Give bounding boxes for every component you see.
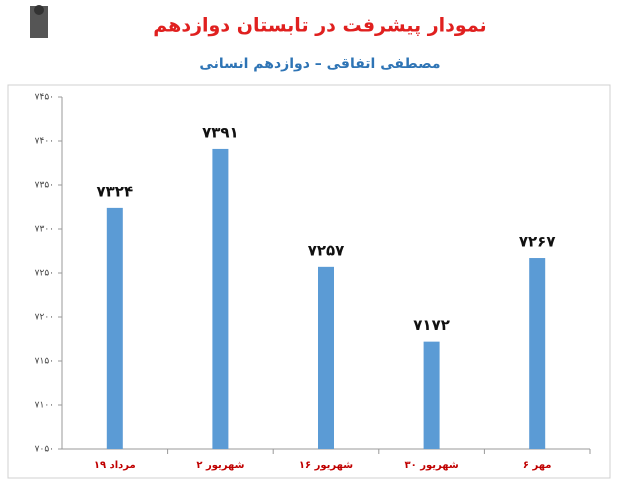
y-tick-label: ۷۲۵۰ xyxy=(35,269,54,279)
value-label: ۷۲۵۷ xyxy=(308,241,345,259)
bar xyxy=(318,266,334,449)
y-tick-label: ۷۴۵۰ xyxy=(35,93,54,103)
x-tick-label: ۲ شهریور xyxy=(196,460,244,471)
value-label: ۷۲۶۷ xyxy=(519,233,556,251)
y-tick-label: ۷۱۰۰ xyxy=(35,401,54,411)
value-label: ۷۱۷۲ xyxy=(413,316,450,334)
logo xyxy=(30,5,48,38)
y-tick-label: ۷۴۰۰ xyxy=(35,137,54,147)
x-tick-label: ۶ مهر xyxy=(523,460,552,471)
y-tick-label: ۷۳۰۰ xyxy=(35,225,54,235)
x-tick-label: ۱۹ مرداد xyxy=(94,460,136,471)
y-tick-label: ۷۳۵۰ xyxy=(35,181,54,191)
bar xyxy=(529,258,546,449)
chart-subtitle: مصطفی اتفاقی – دوازدهم انسانی xyxy=(199,56,440,72)
bar xyxy=(423,341,440,449)
y-tick-label: ۷۰۵۰ xyxy=(35,445,54,455)
y-tick-label: ۷۲۰۰ xyxy=(35,313,54,323)
x-tick-label: ۳۰ شهریور xyxy=(405,460,459,471)
y-tick-label: ۷۱۵۰ xyxy=(35,357,54,367)
bar xyxy=(106,207,123,449)
bar xyxy=(212,148,229,450)
chart-frame xyxy=(7,84,611,479)
value-label: ۷۳۹۱ xyxy=(202,123,239,141)
chart-title: نمودار پیشرفت در تابستان دوازدهم xyxy=(153,15,486,37)
x-tick-label: ۱۶ شهریور xyxy=(299,460,353,471)
value-label: ۷۳۲۴ xyxy=(96,182,133,200)
